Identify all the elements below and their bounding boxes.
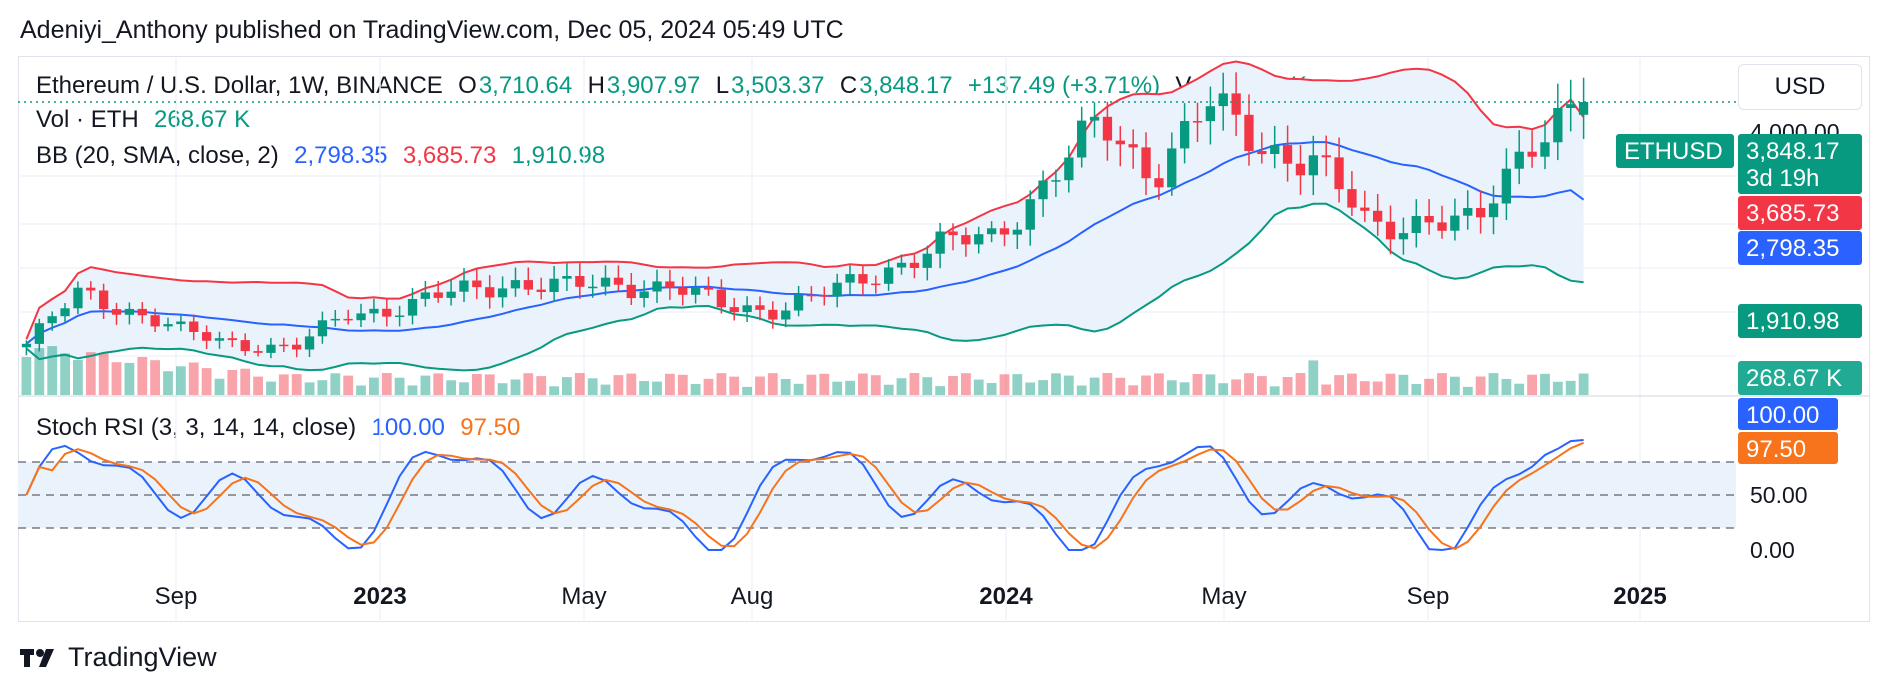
- close-label: C: [839, 72, 858, 99]
- high-label: H: [587, 72, 605, 99]
- stoch-k-value: 100.00: [371, 414, 445, 441]
- main-legend: Ethereum / U.S. Dollar, 1W, BINANCE O3,7…: [36, 72, 1309, 100]
- volume-legend: Vol · ETH 268.67 K: [36, 106, 252, 134]
- bb-label: BB (20, SMA, close, 2): [36, 142, 279, 169]
- bb-lower-value: 1,910.98: [511, 142, 606, 169]
- symbol-title: Ethereum / U.S. Dollar, 1W, BINANCE: [36, 72, 443, 99]
- tradingview-logo-icon: [20, 648, 54, 667]
- high-value: 3,907.97: [606, 72, 701, 99]
- stoch-d-value: 97.50: [460, 414, 521, 441]
- published-caption: Adeniyi_Anthony published on TradingView…: [20, 16, 844, 44]
- close-value: 3,848.17: [859, 72, 953, 99]
- vol-line-label: Vol · ETH: [36, 106, 139, 133]
- tradingview-brand[interactable]: TradingView: [20, 642, 217, 673]
- bb-basis-value: 2,798.35: [294, 142, 388, 169]
- change-value: +137.49 (+3.71%): [967, 72, 1161, 99]
- vol-line-value: 268.67 K: [154, 106, 251, 133]
- stoch-label: Stoch RSI (3, 3, 14, 14, close): [36, 414, 357, 441]
- tradingview-brand-label: TradingView: [68, 642, 217, 672]
- bb-legend: BB (20, SMA, close, 2) 2,798.35 3,685.73…: [36, 142, 607, 170]
- bb-upper-value: 3,685.73: [402, 142, 497, 169]
- stoch-legend: Stoch RSI (3, 3, 14, 14, close) 100.00 9…: [36, 414, 522, 442]
- currency-button[interactable]: USD: [1738, 64, 1862, 110]
- low-label: L: [715, 72, 730, 99]
- open-value: 3,710.64: [478, 72, 573, 99]
- vol-label: Vol: [1175, 72, 1209, 99]
- chart-frame[interactable]: [18, 56, 1870, 622]
- low-value: 3,503.37: [731, 72, 825, 99]
- vol-value: 268.67 K: [1210, 72, 1307, 99]
- open-label: O: [458, 72, 477, 99]
